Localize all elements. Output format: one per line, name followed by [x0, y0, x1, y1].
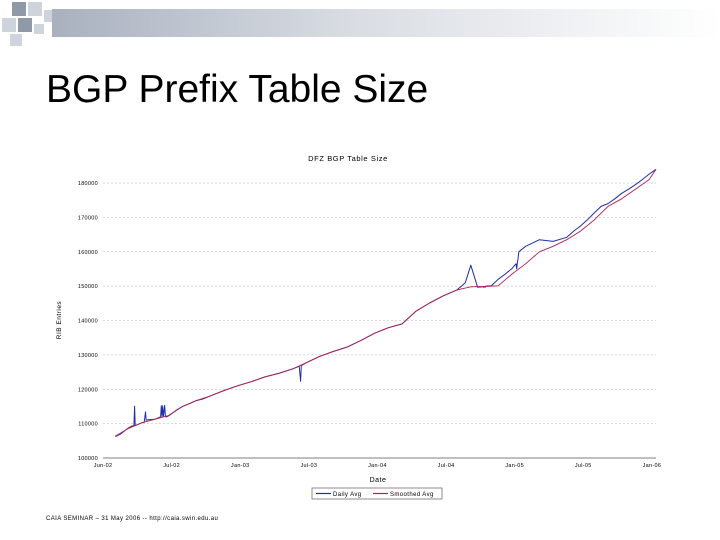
legend-label-daily-avg: Daily Avg [333, 492, 362, 498]
grid-lines [103, 182, 656, 459]
y-tick-label: 120000 [78, 387, 98, 393]
legend-label-smoothed-avg: Smoothed Avg [390, 492, 434, 498]
legend: Daily Avg Smoothed Avg [311, 487, 443, 500]
y-tick-label: 140000 [78, 319, 98, 325]
slide-title: BGP Prefix Table Size [46, 68, 429, 111]
y-tick-label: 130000 [78, 353, 98, 359]
series-line-smoothed-avg [115, 169, 657, 437]
x-tick-label: Jul-02 [163, 463, 180, 469]
series-line-daily-avg [115, 168, 657, 438]
x-axis-label: Date [370, 477, 387, 484]
x-tick-label: Jul-04 [438, 463, 455, 469]
decorative-square [34, 24, 44, 34]
x-tick-label: Jul-05 [575, 463, 592, 469]
y-tick-label: 110000 [78, 422, 98, 428]
x-tick-label: Jan-03 [231, 463, 250, 469]
x-tick-label: Jun-02 [94, 463, 113, 469]
x-tick-labels: Jun-02 Jul-02 Jan-03 Jul-03 Jan-04 Jul-04 Jan-… [94, 463, 662, 469]
header-gradient-band [52, 9, 720, 37]
x-tick-label: Jan-05 [505, 463, 524, 469]
x-tick-label: Jan-06 [643, 463, 662, 469]
decorative-square [12, 2, 26, 16]
y-tick-label: 100000 [78, 456, 98, 462]
slide-footer: CAIA SEMINAR – 31 May 2006 -- http://cai… [46, 516, 219, 522]
decorative-square [2, 18, 16, 32]
decorative-square [18, 18, 32, 32]
y-tick-labels: 180000 170000 160000 150000 140000 130000 1200… [78, 181, 98, 462]
x-tick-label: Jan-04 [368, 463, 387, 469]
decorative-square [28, 2, 42, 16]
y-tick-label: 180000 [78, 181, 98, 187]
x-tick-label: Jul-03 [300, 463, 317, 469]
series-lines [115, 168, 657, 438]
y-axis-label: RIB Entries [56, 301, 63, 340]
chart-title: DFZ BGP Table Size [308, 154, 388, 163]
y-tick-label: 170000 [78, 215, 98, 221]
y-tick-label: 160000 [78, 250, 98, 256]
decorative-square [10, 34, 22, 46]
y-tick-label: 150000 [78, 284, 98, 290]
